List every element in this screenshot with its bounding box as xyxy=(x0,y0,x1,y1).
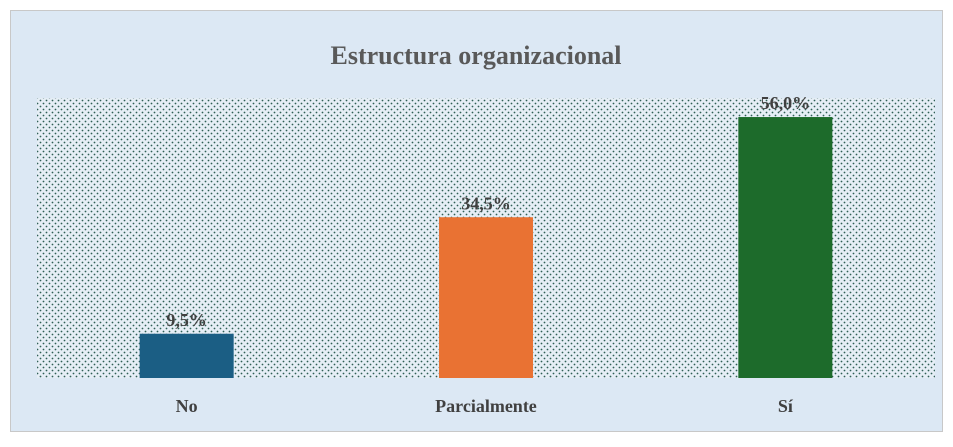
chart-title: Estructura organizacional xyxy=(330,41,621,70)
data-label: 9,5% xyxy=(166,310,207,330)
bar xyxy=(439,217,533,378)
x-tick-label: Sí xyxy=(778,396,794,416)
bar xyxy=(738,117,833,378)
bar xyxy=(139,333,234,378)
x-tick-label: Parcialmente xyxy=(435,396,537,416)
data-label: 34,5% xyxy=(461,193,511,213)
data-label: 56,0% xyxy=(761,93,811,113)
x-tick-label: No xyxy=(176,396,198,416)
